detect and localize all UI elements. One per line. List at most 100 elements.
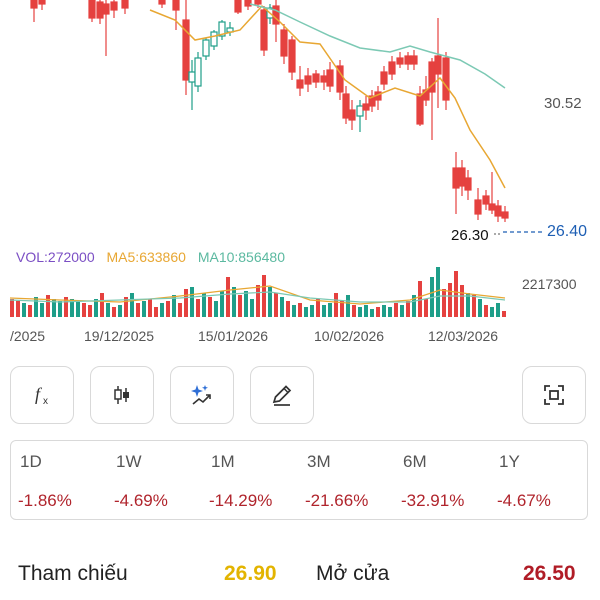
fullscreen-icon	[544, 385, 564, 405]
volume-bar	[388, 307, 392, 317]
volume-max-label: 2217300	[522, 276, 577, 292]
volume-ma5-line	[9, 285, 506, 305]
volume-bar	[346, 295, 350, 317]
candle-body	[404, 55, 412, 65]
volume-bar	[406, 301, 410, 317]
period-1d[interactable]: 1D	[20, 452, 42, 471]
candle-body	[288, 39, 296, 73]
candle-body	[442, 57, 450, 101]
volume-bar	[250, 299, 254, 317]
candle-body	[304, 75, 312, 85]
volume-bar	[46, 295, 50, 317]
period-1y[interactable]: 1Y	[499, 452, 520, 471]
volume-bar	[274, 293, 278, 317]
volume-bar	[178, 303, 182, 317]
function-icon: f x	[35, 384, 48, 407]
volume-bar	[40, 303, 44, 317]
price-chart[interactable]: 30.52 26.30 26.40 VOL:272000 MA5:633860 …	[0, 0, 600, 350]
volume-bar	[118, 305, 122, 317]
change-3m: -21.66%	[305, 491, 369, 510]
candle-body	[296, 79, 304, 89]
volume-bar	[154, 307, 158, 317]
x-axis-date: 12/03/2026	[428, 328, 499, 344]
volume-bar	[334, 293, 338, 317]
ai-analysis-button[interactable]	[170, 366, 234, 424]
volume-bar	[226, 277, 230, 317]
volume-bar	[490, 307, 494, 317]
volume-bar	[34, 297, 38, 317]
candle-body	[348, 109, 356, 121]
candlestick-chart-svg[interactable]	[0, 0, 600, 350]
volume-bar	[142, 301, 146, 317]
volume-bar	[220, 291, 224, 317]
volume-bar	[454, 271, 458, 317]
period-1w[interactable]: 1W	[116, 452, 142, 471]
volume-bar	[448, 283, 452, 317]
candle-body	[158, 0, 166, 5]
svg-text:x: x	[43, 396, 48, 407]
volume-bar	[286, 301, 290, 317]
candle-body	[356, 105, 364, 117]
volume-bar	[370, 309, 374, 317]
candle-body	[320, 75, 328, 83]
volume-bar	[160, 303, 164, 317]
volume-bar	[340, 301, 344, 317]
candle-body	[188, 71, 196, 83]
volume-bar	[382, 305, 386, 317]
period-3m[interactable]: 3M	[307, 452, 331, 471]
volume-bar	[16, 301, 20, 317]
volume-bar	[478, 299, 482, 317]
svg-text:f: f	[35, 384, 43, 404]
candlestick-icon	[114, 386, 129, 404]
candle-body	[96, 1, 104, 19]
ai-sparkle-icon	[191, 385, 211, 405]
candle-body	[416, 93, 424, 125]
candle-body	[362, 103, 370, 111]
candle-body	[396, 57, 404, 65]
volume-bar	[310, 305, 314, 317]
last-price-axis-label: 26.40	[547, 223, 588, 240]
volume-bar	[268, 287, 272, 317]
ma5-label: MA5:633860	[106, 249, 186, 265]
reference-price-value: 26.90	[224, 562, 277, 585]
volume-legend: VOL:272000 MA5:633860 MA10:856480	[16, 249, 293, 265]
volume-bar	[436, 267, 440, 317]
volume-bar	[52, 299, 56, 317]
volume-bar	[196, 299, 200, 317]
volume-bar	[502, 311, 506, 317]
volume-bar	[460, 285, 464, 317]
volume-bar	[124, 297, 128, 317]
volume-bar	[106, 303, 110, 317]
change-1d: -1.86%	[18, 491, 72, 510]
period-6m[interactable]: 6M	[403, 452, 427, 471]
volume-ma10-line	[9, 291, 506, 303]
volume-bar	[304, 307, 308, 317]
vol-label: VOL:272000	[16, 249, 95, 265]
volume-bar	[292, 305, 296, 317]
ma5-line	[149, 4, 506, 189]
volume-bar	[256, 285, 260, 317]
period-1m[interactable]: 1M	[211, 452, 235, 471]
candle-body	[458, 167, 466, 187]
volume-bar	[244, 291, 248, 317]
indicator-function-button[interactable]: f x	[10, 366, 74, 424]
draw-button[interactable]	[250, 366, 314, 424]
chart-type-button[interactable]	[90, 366, 154, 424]
volume-bar	[442, 289, 446, 317]
candle-body	[336, 65, 344, 93]
volume-bar	[208, 297, 212, 317]
volume-bar	[298, 303, 302, 317]
volume-bar	[100, 293, 104, 317]
performance-panel	[10, 440, 588, 520]
volume-bar	[64, 297, 68, 317]
volume-bar	[130, 293, 134, 317]
change-1w: -4.69%	[114, 491, 168, 510]
candle-body	[388, 61, 396, 75]
candle-body	[102, 3, 110, 15]
fullscreen-button[interactable]	[522, 366, 586, 424]
volume-bar	[484, 305, 488, 317]
volume-bar	[322, 305, 326, 317]
candle-body	[194, 57, 202, 87]
last-price-label: 26.30	[451, 227, 489, 244]
volume-bar	[88, 305, 92, 317]
